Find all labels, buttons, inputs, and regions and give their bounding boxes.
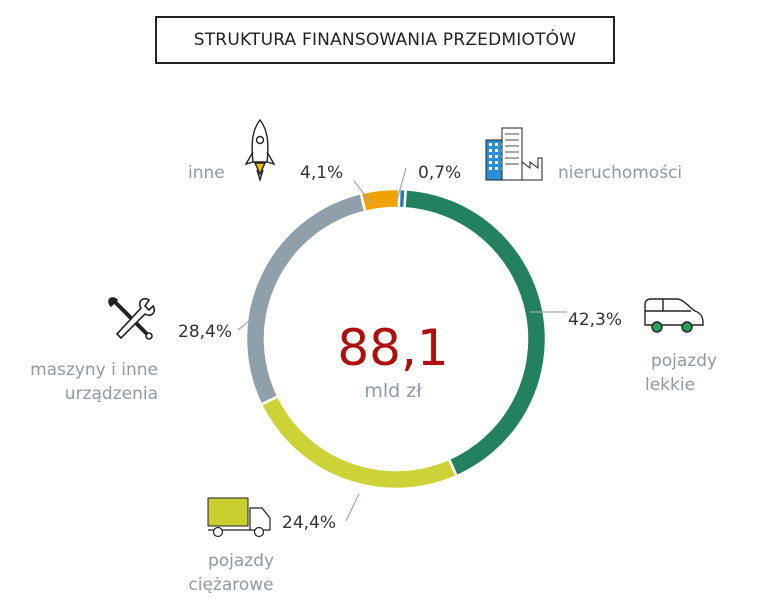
category-label-inne: inne (188, 163, 225, 183)
category-label-pojazdy-ciezarowe-line2: ciężarowe (188, 575, 273, 595)
pct-label-maszyny: 28,4% (178, 322, 232, 342)
truck-icon (207, 497, 271, 538)
leader-line-inne (353, 180, 373, 205)
car-icon (644, 298, 704, 333)
center-total-value: 88,1 (337, 319, 448, 377)
pct-label-nieruchomosci: 0,7% (418, 163, 461, 183)
office-building-icon (485, 127, 543, 181)
slice-inne (359, 187, 401, 214)
pct-label-inne: 4,1% (300, 163, 343, 183)
category-label-nieruchomosci: nieruchomości (558, 163, 682, 183)
category-label-pojazdy-lekkie-line1: pojazdy (651, 351, 717, 371)
pct-label-pojazdy-ciezarowe: 24,4% (282, 513, 336, 533)
leader-line-nieruchomosci (396, 167, 407, 201)
chart-title: STRUKTURA FINANSOWANIA PRZEDMIOTÓW (155, 16, 615, 64)
category-label-pojazdy-lekkie-line2: lekkie (645, 375, 695, 395)
wrench-screwdriver-icon (108, 297, 156, 340)
category-label-maszyny-line1: maszyny i inne (30, 360, 158, 380)
slice-pojazdy-ciezarowe (259, 394, 459, 491)
leader-line-maszyny (237, 311, 261, 331)
rocket-icon (244, 118, 276, 183)
pct-label-pojazdy-lekkie: 42,3% (568, 310, 622, 330)
category-label-maszyny-line2: urządzenia (65, 384, 158, 404)
donut-slices (244, 187, 548, 491)
leader-line-pojazdy-ciezarowe (345, 493, 360, 522)
category-label-pojazdy-ciezarowe-line1: pojazdy (208, 551, 274, 571)
center-total-unit: mld zł (364, 380, 422, 402)
